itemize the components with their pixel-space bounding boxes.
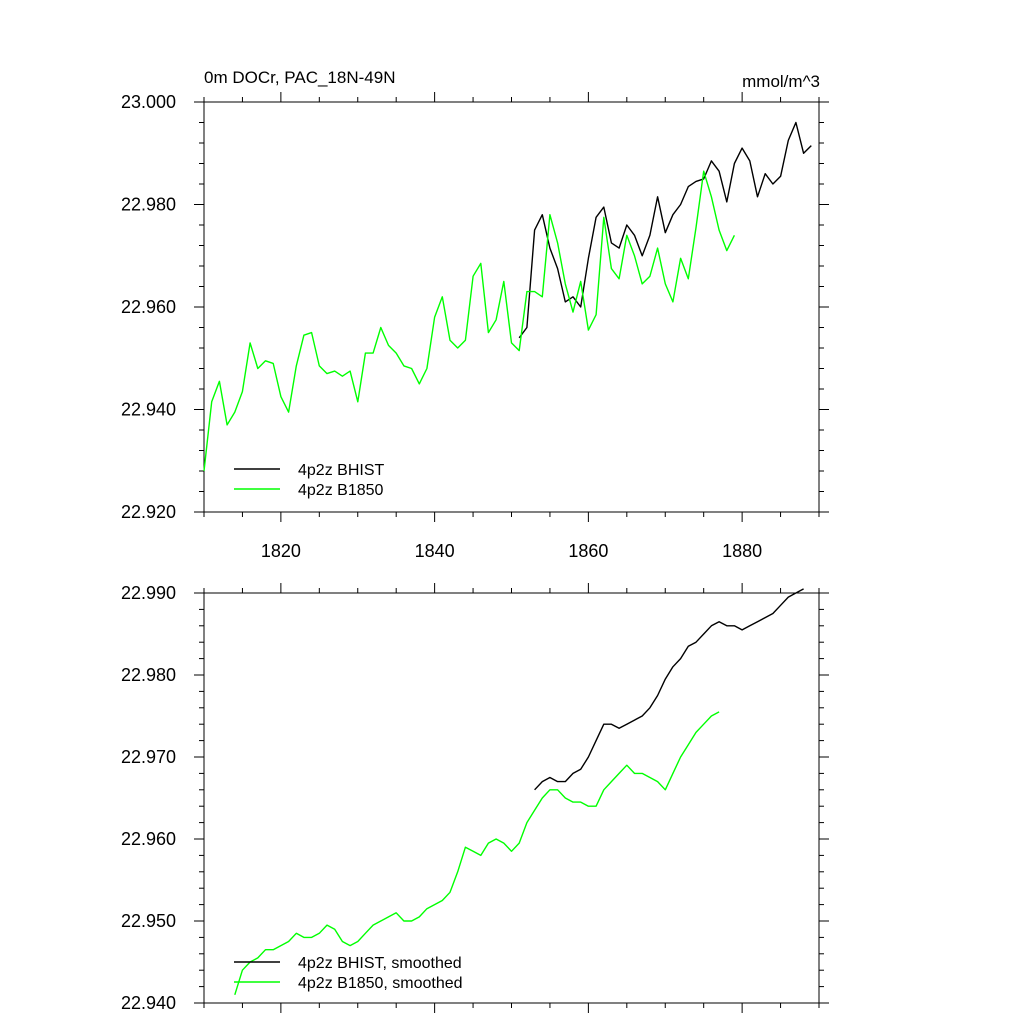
top-legend: 4p2z BHIST 4p2z B1850 [234, 462, 384, 499]
top-panel: 0m DOCr, PAC_18N-49N mmol/m^3 1820 1840 18… [121, 68, 829, 561]
chart-title: 0m DOCr, PAC_18N-49N [204, 68, 395, 87]
y-tick-label: 22.980 [121, 195, 176, 215]
legend-label-bhist-smoothed: 4p2z BHIST, smoothed [298, 955, 462, 972]
y-tick-label: 22.950 [121, 911, 176, 931]
y-tick-label: 22.940 [121, 993, 176, 1013]
legend-label-b1850-smoothed: 4p2z B1850, smoothed [298, 975, 463, 992]
bottom-panel: 22.940 22.950 22.960 22.970 22.980 22.990 4p2… [121, 583, 829, 1013]
series-line [203, 170, 736, 472]
top-plot-frame [203, 101, 820, 513]
x-tick-label: 1860 [568, 541, 608, 561]
y-tick-label: 22.960 [121, 829, 176, 849]
y-tick-label: 23.000 [121, 92, 176, 112]
bottom-plot-lines [234, 588, 804, 996]
bottom-plot-frame [203, 592, 820, 1004]
y-tick-label: 22.990 [121, 583, 176, 603]
y-tick-label: 22.940 [121, 400, 176, 420]
top-ticks: 1820 1840 1860 1880 22.920 22.940 22.960 22.980… [121, 92, 829, 561]
bottom-legend: 4p2z BHIST, smoothed 4p2z B1850, smoothe… [234, 955, 463, 992]
series-line [534, 588, 804, 791]
units-label: mmol/m^3 [742, 72, 820, 91]
x-tick-label: 1880 [722, 541, 762, 561]
y-tick-label: 22.960 [121, 297, 176, 317]
series-line [234, 711, 720, 996]
y-tick-label: 22.970 [121, 747, 176, 767]
x-tick-label: 1840 [415, 541, 455, 561]
y-tick-label: 22.920 [121, 502, 176, 522]
y-tick-label: 22.980 [121, 665, 176, 685]
top-plot-lines [203, 121, 812, 472]
legend-label-b1850: 4p2z B1850 [298, 482, 384, 499]
bottom-ticks: 22.940 22.950 22.960 22.970 22.980 22.990 [121, 583, 829, 1013]
x-tick-label: 1820 [261, 541, 301, 561]
series-line [518, 121, 812, 339]
legend-label-bhist: 4p2z BHIST [298, 462, 384, 479]
